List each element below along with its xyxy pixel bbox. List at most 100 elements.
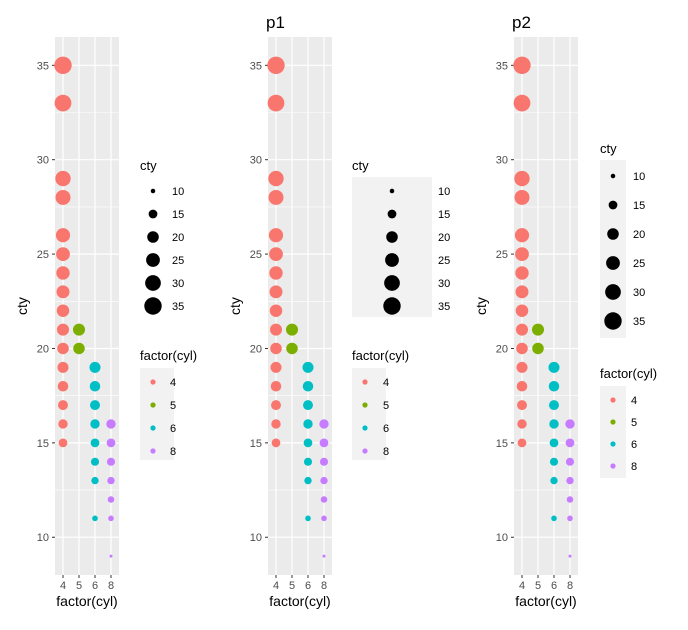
data-point-cyl-4: [517, 419, 527, 429]
x-axis-title: factor(cyl): [269, 593, 330, 609]
size-legend-label: 30: [633, 287, 645, 299]
size-legend-key: [144, 297, 162, 315]
data-point-cyl-4: [55, 228, 71, 243]
data-point-cyl-4: [268, 170, 284, 187]
x-tick-label: 6: [551, 580, 557, 592]
data-point-cyl-4: [58, 438, 68, 448]
data-point-cyl-4: [267, 94, 285, 112]
x-tick-label: 4: [519, 580, 525, 592]
data-point-cyl-6: [89, 380, 101, 392]
data-point-cyl-8: [566, 496, 574, 503]
data-point-cyl-8: [106, 438, 116, 448]
data-point-cyl-6: [303, 400, 313, 411]
data-point-cyl-5: [73, 342, 85, 355]
data-point-cyl-8: [319, 457, 329, 466]
data-point-cyl-8: [322, 554, 326, 558]
y-tick-label: 25: [496, 249, 508, 261]
data-point-cyl-6: [549, 457, 559, 466]
y-tick-label: 20: [250, 343, 262, 355]
color-legend-key: [150, 402, 156, 408]
data-point-cyl-4: [269, 247, 283, 261]
color-legend-label: 5: [383, 400, 389, 412]
data-point-cyl-8: [108, 515, 114, 522]
data-point-cyl-4: [56, 285, 70, 299]
size-legend-key: [604, 312, 622, 330]
size-legend-title: cty: [352, 158, 369, 173]
size-legend: cty 10 15 20 25 30 35: [140, 158, 184, 315]
color-legend-key: [610, 397, 616, 403]
data-point-cyl-6: [549, 400, 559, 411]
data-point-cyl-5: [286, 342, 298, 355]
size-legend-key: [147, 231, 159, 243]
data-point-cyl-4: [270, 380, 282, 392]
data-point-cyl-4: [514, 228, 530, 243]
size-legend-label: 20: [633, 229, 645, 241]
data-point-cyl-4: [516, 342, 528, 355]
plot-title: p1: [266, 13, 285, 32]
size-legend-label: 15: [172, 209, 184, 221]
size-legend-key: [384, 275, 400, 291]
y-tick-label: 25: [37, 249, 49, 261]
data-point-cyl-4: [271, 419, 281, 429]
data-point-cyl-4: [516, 380, 528, 392]
data-point-cyl-4: [517, 438, 527, 448]
color-legend-label: 4: [383, 377, 389, 389]
color-legend-label: 5: [631, 417, 637, 429]
data-point-cyl-4: [515, 304, 529, 317]
data-point-cyl-4: [271, 400, 281, 411]
data-point-cyl-5: [532, 342, 544, 355]
color-legend-key: [150, 448, 156, 454]
color-legend-background: [352, 368, 386, 460]
data-point-cyl-4: [514, 170, 530, 187]
y-axis-title: cty: [473, 297, 489, 315]
data-point-cyl-8: [565, 419, 575, 429]
data-point-cyl-8: [319, 438, 329, 448]
data-point-cyl-6: [303, 438, 313, 448]
size-legend-key: [150, 188, 156, 194]
data-point-cyl-6: [302, 361, 314, 373]
size-legend-key: [605, 284, 621, 300]
size-legend-key: [383, 297, 401, 315]
data-point-cyl-8: [565, 457, 575, 466]
size-legend-title: cty: [600, 141, 617, 156]
data-point-cyl-4: [58, 400, 68, 411]
size-legend-key: [387, 209, 397, 219]
size-legend-label: 15: [438, 209, 450, 221]
y-tick-label: 15: [250, 438, 262, 450]
data-point-cyl-4: [516, 361, 528, 373]
y-axis-title: cty: [227, 297, 243, 315]
data-point-cyl-6: [302, 380, 314, 392]
color-legend-key: [362, 425, 368, 431]
data-point-cyl-8: [109, 554, 113, 558]
x-tick-label: 8: [321, 580, 327, 592]
data-point-cyl-4: [57, 361, 69, 373]
color-legend-key: [362, 379, 368, 385]
x-tick-label: 8: [108, 580, 114, 592]
data-point-cyl-4: [267, 56, 285, 75]
data-point-cyl-4: [269, 304, 283, 317]
data-point-cyl-8: [319, 419, 329, 429]
data-point-cyl-6: [550, 476, 558, 485]
data-point-cyl-4: [270, 342, 282, 355]
data-point-cyl-4: [58, 419, 68, 429]
color-legend-key: [150, 425, 156, 431]
data-point-cyl-4: [515, 323, 529, 336]
size-legend-background: [352, 177, 432, 317]
size-legend: cty 10 15 20 25 30 35: [352, 158, 450, 317]
data-point-cyl-4: [57, 342, 69, 355]
data-point-cyl-8: [321, 515, 327, 522]
color-legend-label: 6: [383, 423, 389, 435]
y-axis-title: cty: [14, 297, 30, 315]
data-point-cyl-4: [517, 400, 527, 411]
size-legend-background: [600, 160, 626, 338]
color-legend-label: 8: [631, 461, 637, 473]
size-legend-key: [386, 231, 398, 243]
data-point-cyl-6: [548, 361, 560, 373]
data-point-cyl-6: [549, 419, 559, 429]
x-tick-label: 4: [273, 580, 279, 592]
data-point-cyl-4: [56, 304, 70, 317]
data-point-cyl-6: [92, 515, 98, 522]
data-point-cyl-8: [566, 476, 574, 485]
